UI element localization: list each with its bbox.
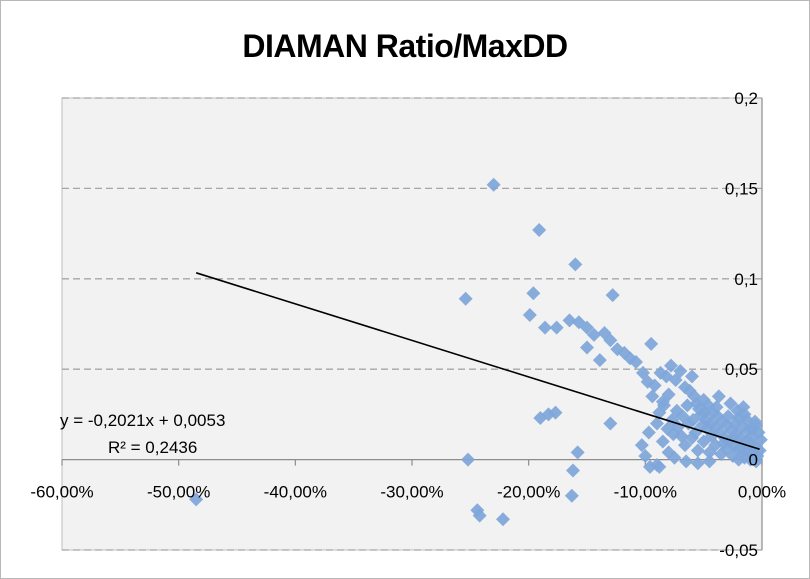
data-point-0-121 bbox=[695, 418, 710, 433]
data-point-0-10 bbox=[562, 313, 577, 328]
data-point-0-72 bbox=[680, 398, 695, 413]
data-point-0-13 bbox=[587, 327, 601, 342]
data-point-0-22 bbox=[644, 336, 659, 351]
data-point-0-97 bbox=[679, 454, 694, 469]
data-point-0-103 bbox=[650, 458, 664, 473]
trendline-r2: R² = 0,2436 bbox=[108, 438, 198, 457]
data-point-0-3 bbox=[568, 257, 583, 272]
data-point-0-5 bbox=[526, 286, 541, 301]
data-point-0-134 bbox=[736, 400, 751, 415]
data-point-0-118 bbox=[711, 389, 726, 404]
data-point-0-84 bbox=[690, 443, 705, 458]
data-point-0-4 bbox=[458, 291, 473, 306]
trendline-equation: y = -0,2021x + 0,0053 bbox=[60, 411, 226, 430]
data-point-0-79 bbox=[650, 416, 664, 431]
data-point-0-133 bbox=[748, 414, 762, 429]
data-point-0-112 bbox=[496, 512, 510, 527]
data-points bbox=[189, 177, 768, 527]
data-point-0-98 bbox=[667, 450, 682, 465]
data-point-0-1 bbox=[486, 177, 501, 192]
data-point-0-96 bbox=[690, 456, 705, 471]
data-point-0-0 bbox=[189, 492, 204, 507]
data-point-0-28 bbox=[664, 358, 678, 373]
data-point-0-113 bbox=[566, 463, 580, 478]
data-point-0-21 bbox=[592, 353, 607, 368]
data-point-0-135 bbox=[728, 416, 743, 431]
data-point-0-111 bbox=[472, 508, 487, 523]
data-point-0-20 bbox=[580, 340, 594, 355]
trendline bbox=[195, 272, 760, 451]
data-point-0-101 bbox=[634, 438, 649, 453]
data-point-0-105 bbox=[570, 445, 585, 460]
data-point-0-109 bbox=[461, 452, 475, 467]
data-point-0-7 bbox=[522, 307, 537, 322]
data-point-0-132 bbox=[745, 429, 760, 444]
data-point-0-30 bbox=[673, 364, 688, 379]
tick-labels: -0,05 0 0,05 0,1 0,15 0,2 -60,00% -50,00% -40,00… bbox=[30, 89, 786, 560]
data-point-0-33 bbox=[685, 369, 699, 384]
data-point-0-68 bbox=[723, 396, 738, 411]
data-point-0-127 bbox=[660, 421, 675, 436]
x-tick-label-1: -50,00% bbox=[147, 483, 210, 502]
data-point-0-25 bbox=[647, 378, 662, 393]
data-point-0-128 bbox=[655, 394, 670, 409]
trendline-group bbox=[195, 272, 760, 451]
data-point-0-138 bbox=[697, 405, 712, 420]
data-point-0-102 bbox=[638, 448, 653, 463]
y-tick-label-4: 0,15 bbox=[725, 179, 758, 198]
y-tick-label-1: 0 bbox=[749, 451, 758, 470]
data-point-0-122 bbox=[688, 425, 703, 440]
data-point-0-80 bbox=[655, 434, 670, 449]
x-tick-label-2: -40,00% bbox=[264, 483, 327, 502]
chart-title: DIAMAN Ratio/MaxDD bbox=[242, 28, 568, 64]
data-point-0-62 bbox=[752, 443, 767, 458]
data-point-0-12 bbox=[580, 320, 594, 335]
data-point-0-94 bbox=[749, 454, 764, 469]
x-tick-label-5: -10,00% bbox=[614, 483, 677, 502]
data-point-0-129 bbox=[645, 389, 660, 404]
data-point-0-9 bbox=[549, 320, 564, 335]
x-tick-label-3: -30,00% bbox=[380, 483, 443, 502]
data-point-0-139 bbox=[686, 412, 701, 427]
data-point-0-2 bbox=[532, 222, 547, 237]
data-point-0-137 bbox=[709, 400, 724, 415]
data-point-0-114 bbox=[564, 488, 579, 503]
x-tick-label-6: 0,00% bbox=[738, 483, 786, 502]
data-point-0-107 bbox=[548, 405, 563, 420]
y-tick-label-0: -0,05 bbox=[719, 541, 758, 560]
data-point-0-108 bbox=[533, 411, 548, 426]
y-tick-label-5: 0,2 bbox=[734, 89, 758, 108]
y-tick-label-2: 0,05 bbox=[725, 360, 758, 379]
data-point-0-15 bbox=[603, 333, 618, 348]
x-tick-label-0: -60,00% bbox=[30, 483, 93, 502]
data-point-0-130 bbox=[641, 425, 656, 440]
data-point-0-95 bbox=[702, 454, 717, 469]
data-point-0-124 bbox=[674, 429, 689, 444]
x-tick-label-4: -20,00% bbox=[497, 483, 560, 502]
data-point-0-6 bbox=[605, 288, 620, 303]
data-point-0-19 bbox=[629, 354, 643, 369]
plot-area bbox=[61, 97, 763, 551]
data-point-0-136 bbox=[721, 409, 736, 424]
data-point-0-104 bbox=[603, 416, 618, 431]
data-point-0-8 bbox=[538, 320, 552, 335]
y-tick-label-3: 0,1 bbox=[734, 270, 758, 289]
